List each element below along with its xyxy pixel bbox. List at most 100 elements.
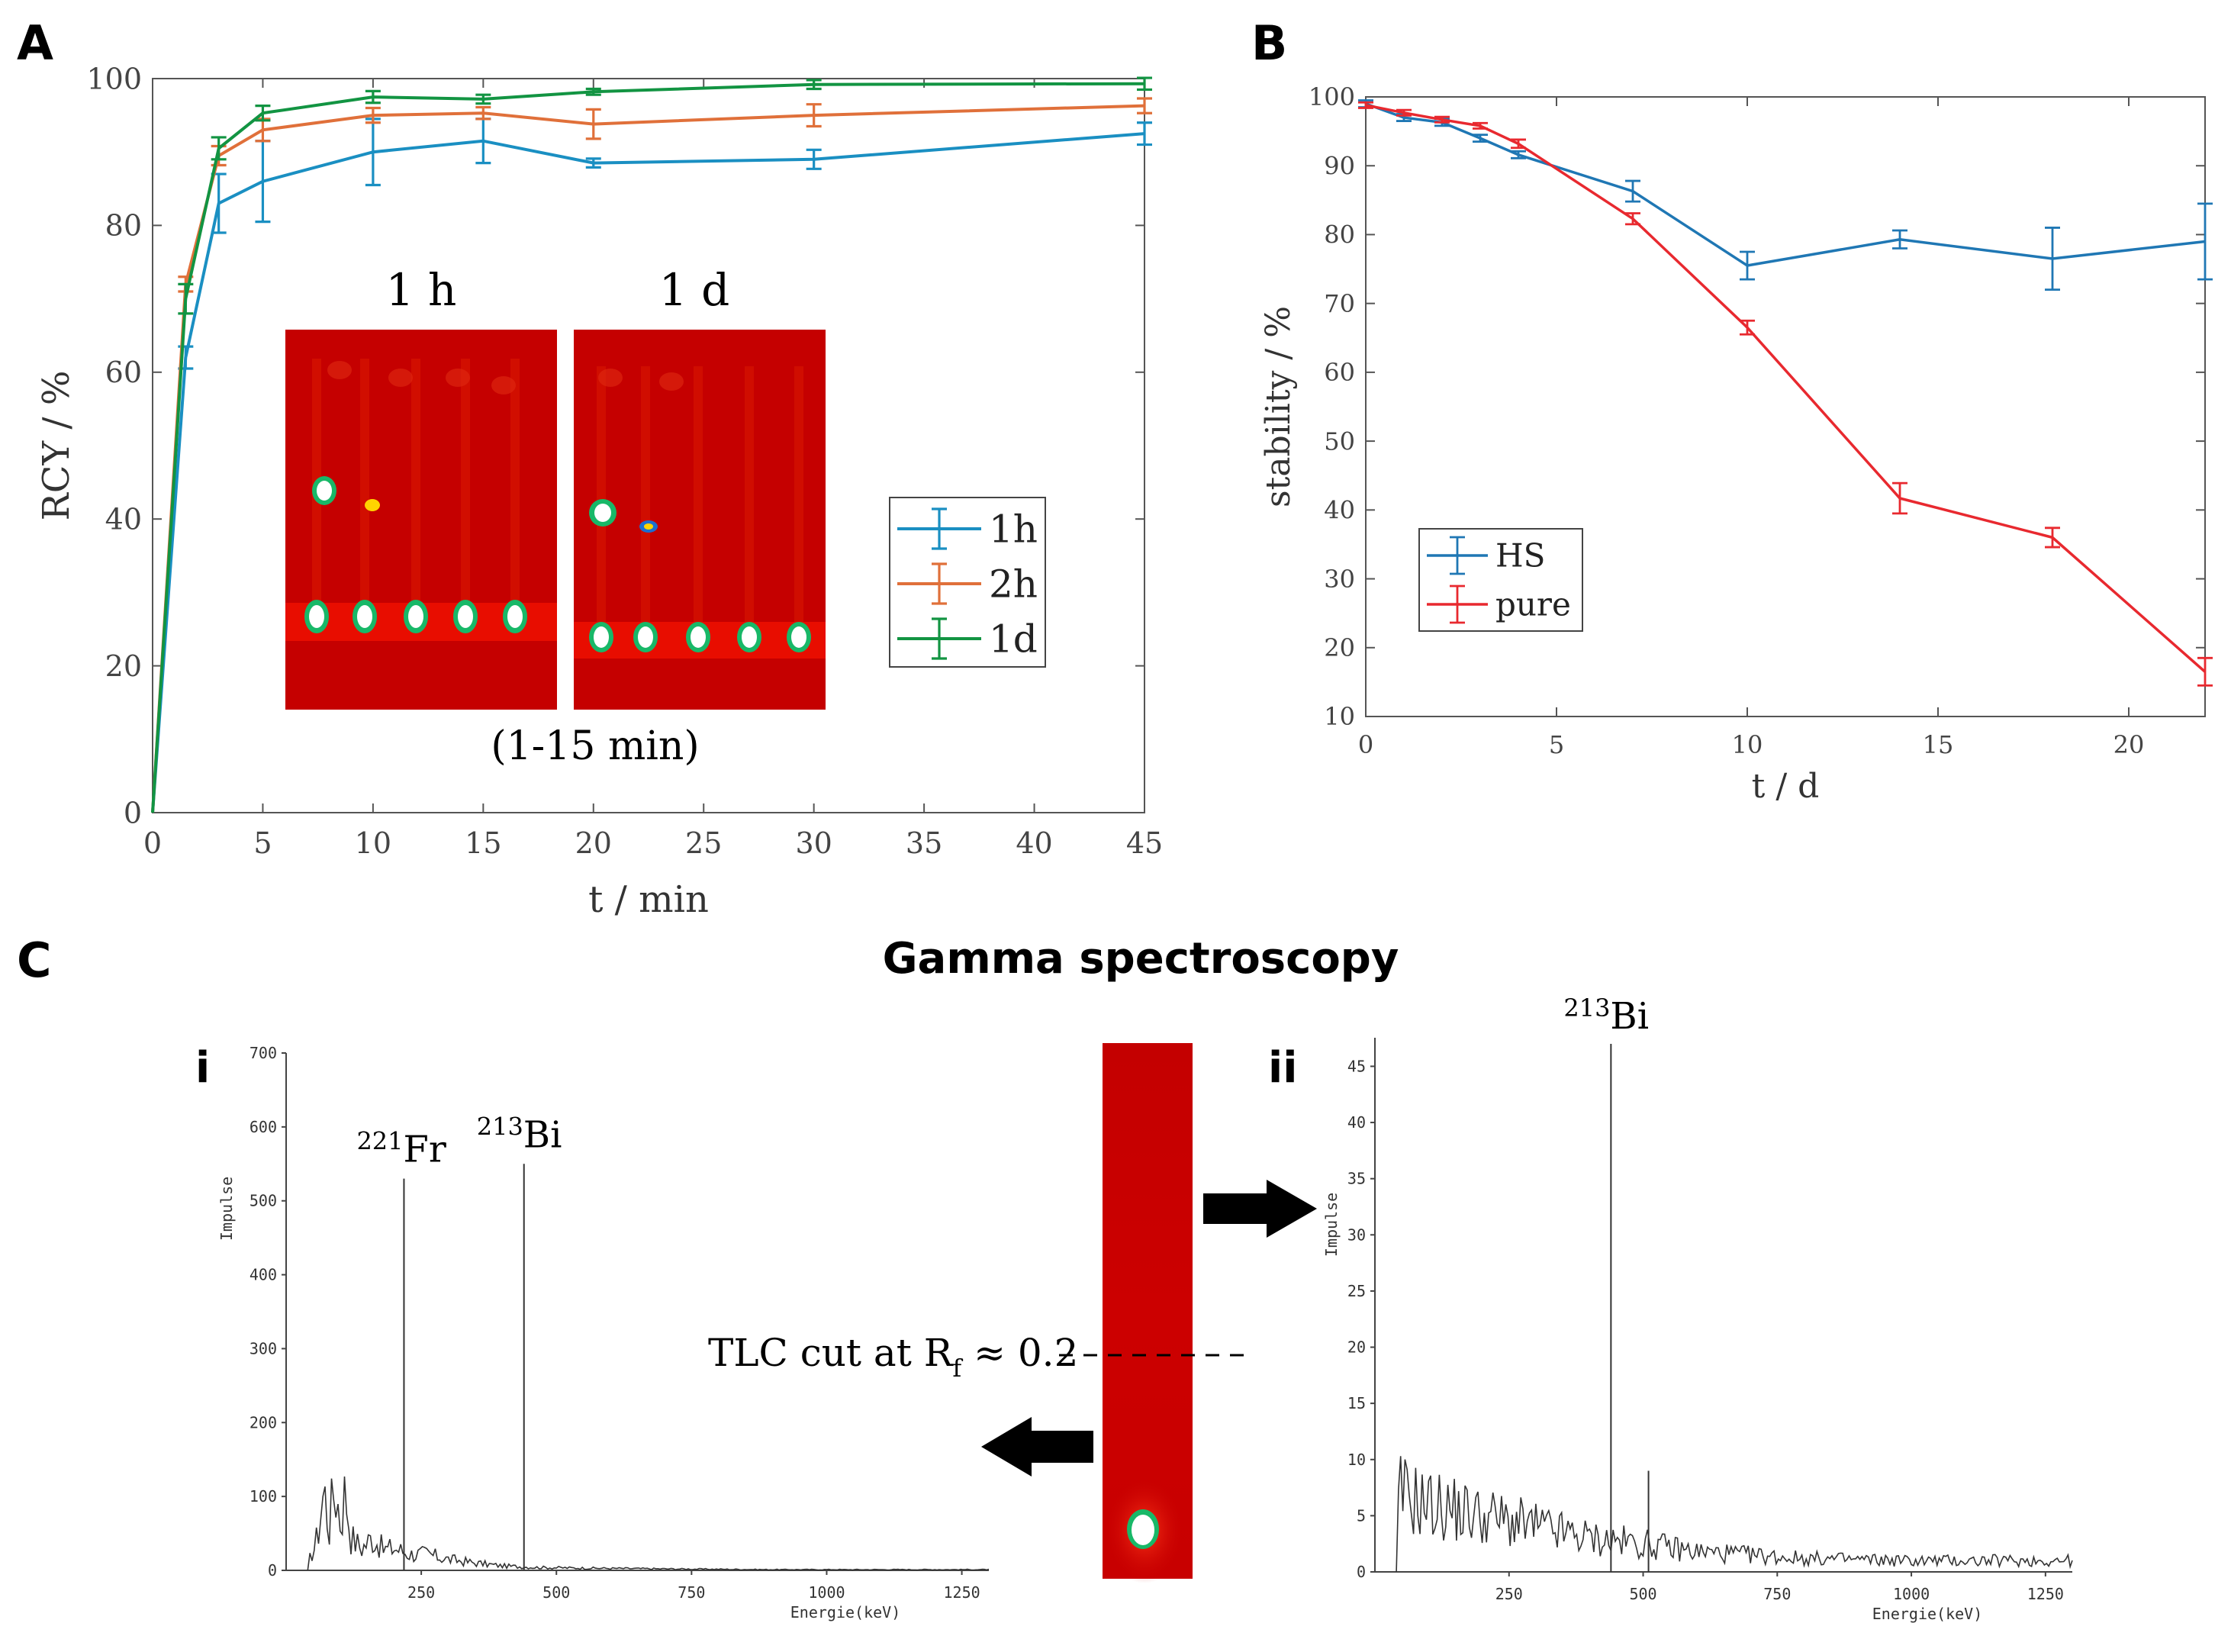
y-tick-label: 80 [105,209,142,243]
tlc-lane-1d [745,366,754,633]
tlc-origin-spot [408,605,423,628]
y-tick-label: 400 [249,1266,277,1284]
y-tick-label: 40 [105,503,142,536]
x-tick-label: 1250 [2027,1585,2064,1603]
tlc-lane-1h [461,359,470,610]
peak-label: 213Bi [477,1112,562,1156]
arrow-left-icon [981,1417,1093,1476]
tlc-inset: 1 h 1 d (1-15 min) [285,264,826,769]
y-tick-label: 10 [1324,702,1355,731]
panel-c-title: Gamma spectroscopy [883,934,1399,984]
y-tick-label: 100 [1309,82,1355,111]
y-tick-label: 90 [1324,151,1355,180]
y-tick-label: 25 [1347,1282,1366,1300]
panel-a-letter: A [17,15,53,71]
y-tick-label: 100 [249,1487,277,1505]
spectrum-i-xlabel: Energie(keV) [790,1603,901,1621]
legend-label-pure: pure [1495,586,1571,623]
y-tick-label: 0 [1357,1563,1366,1581]
error-bar [1396,108,1412,117]
error-bar [2045,227,2060,291]
tlc-front-spot [317,481,332,501]
y-tick-label: 0 [124,796,142,829]
peak-label-element: Bi [1610,995,1649,1038]
tlc-front-spot-core [644,523,653,530]
x-tick-label: 500 [542,1583,570,1602]
y-tick-label: 30 [1347,1225,1366,1244]
tlc-origin-spot [691,626,706,648]
error-bar [1473,121,1488,130]
x-tick-label: 5 [1549,730,1564,759]
error-bar [806,148,822,170]
chart-b-legend: HS pure [1418,528,1583,632]
y-tick-label: 100 [86,62,142,95]
error-bar [1625,212,1640,226]
peak-label-mass: 213 [477,1112,523,1141]
tlc-lane-1h [360,359,369,610]
spectrum-ii-xlabel: Energie(keV) [1872,1605,1983,1623]
y-tick-label: 300 [249,1339,277,1357]
x-tick-label: 1000 [1893,1585,1930,1603]
chart-b-series [1358,99,2213,687]
error-bar [255,104,271,122]
legend-label-HS: HS [1495,537,1545,575]
error-bar [2197,656,2213,687]
error-bar [806,103,822,128]
series-line-pure [1365,104,2207,673]
y-tick-label: 20 [1324,633,1355,662]
spectrum-i-trace [307,1476,990,1571]
legend-label-1d: 1d [989,617,1038,662]
spectrum-ii: 250 500 750 1000 1250 0 5 10 15 20 25 30 35 40 45 213B… [1322,993,2073,1623]
error-bar [806,79,822,91]
peak-label-mass: 221 [356,1127,403,1156]
error-bar [1137,76,1152,92]
y-tick-label: 0 [268,1561,277,1580]
tlc-faint-spot [659,372,684,391]
y-tick-label: 20 [105,649,142,683]
tlc-faint-spot [388,369,413,387]
x-tick-label: 30 [795,826,832,860]
x-tick-label: 10 [1732,730,1763,759]
tlc-lane-1h [510,359,520,610]
tlc-lane-1d [694,366,703,633]
tlc-lane-1h [411,359,420,610]
tlc-origin-spot [357,605,372,628]
error-bar [178,282,194,315]
x-tick-label: 35 [906,826,942,860]
tlc-streaks [285,359,826,659]
series-pure [1358,101,2213,687]
error-bar [2045,527,2060,549]
chart-b: 0 5 10 15 20 10 20 30 40 50 60 70 80 90 100 t / d stab… [1259,82,2213,806]
y-tick-label: 15 [1347,1394,1366,1412]
tlc-origin-spot [594,626,609,648]
tlc-origin-spot [742,626,757,648]
chart-b-ticks: 0 5 10 15 20 10 20 30 40 50 60 70 80 90 100 [1309,82,2205,759]
x-tick-label: 25 [685,826,722,860]
tlc-origin-spot [309,605,324,628]
error-bar [1511,150,1526,159]
y-tick-label: 50 [1324,427,1355,456]
series-2h [151,97,1152,813]
error-bar [585,157,601,169]
panel-c-letter: C [17,932,52,988]
y-tick-label: 60 [1324,358,1355,387]
chart-a-series [151,76,1152,813]
y-tick-label: 10 [1347,1451,1366,1469]
tlc-faint-spot [327,361,352,379]
chart-a: 0 5 10 15 20 25 30 35 40 45 0 20 40 60 80 100 t / min R… [35,62,1163,921]
peak-label: 221Fr [356,1127,446,1171]
chart-a-ylabel: RCY / % [35,371,78,521]
spectrum-ii-ylabel: Impulse [1322,1193,1341,1257]
chart-a-legend: 1h 2h 1d [889,497,1046,668]
tlc-origin-spot [791,626,806,648]
tlc-front-spot [594,504,611,522]
tlc-origin-spot [458,605,473,628]
error-bar [365,89,381,105]
panel-c: Gamma spectroscopy i ii 250 500 750 1000 125… [195,934,2073,1623]
arrow-right-icon [1203,1180,1317,1238]
x-tick-label: 20 [2113,730,2145,759]
spectrum-i: 250 500 750 1000 12500100200300400500600700 … [217,1044,990,1621]
tlc-lane-1d [641,366,650,633]
error-bar [1625,179,1640,203]
y-tick-label: 40 [1324,496,1355,525]
